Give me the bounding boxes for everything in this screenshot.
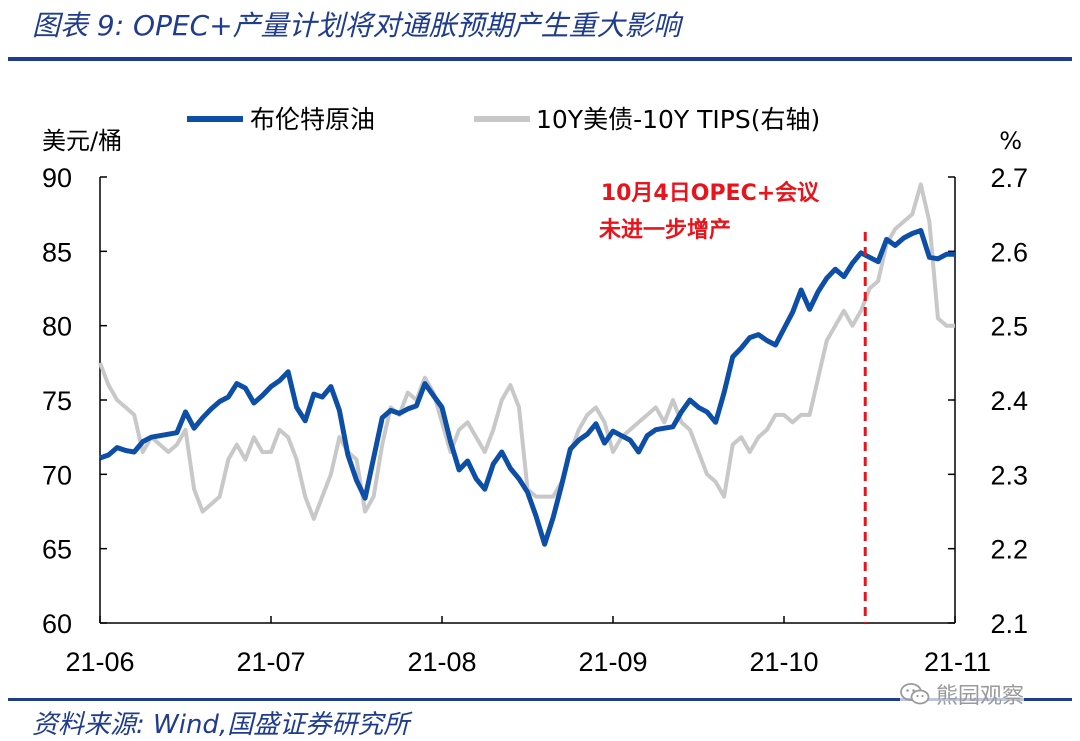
y-left-tick-label: 75 (42, 386, 72, 416)
x-tick-label: 21-09 (578, 647, 647, 677)
y-right-tick-label: 2.2 (990, 535, 1028, 565)
y-left-tick-label: 65 (42, 535, 72, 565)
series-lines (98, 182, 955, 547)
source-divider (8, 698, 1072, 701)
left-axis-unit: 美元/桶 (42, 127, 122, 155)
x-tick-label: 21-06 (65, 647, 134, 677)
x-tick-label: 21-07 (236, 647, 305, 677)
y-left-tick-label: 70 (42, 460, 72, 490)
x-tick-label: 21-10 (749, 647, 818, 677)
series-line-brent (99, 228, 955, 547)
wechat-icon (900, 683, 930, 705)
annotation-line-1: 10月4日OPEC+会议 (601, 180, 820, 206)
y-left-tick-label: 60 (42, 609, 72, 639)
axes (99, 176, 956, 624)
series-line-breakeven (98, 182, 955, 521)
watermark: 熊园观察 (900, 678, 1025, 710)
legend-label-brent: 布伦特原油 (250, 105, 375, 134)
y-right-tick-label: 2.5 (990, 312, 1028, 342)
source-note: 资料来源: Wind,国盛证券研究所 (32, 710, 410, 740)
y-right-tick-label: 2.4 (990, 386, 1028, 416)
y-right-tick-label: 2.7 (990, 163, 1028, 193)
annotation: 10月4日OPEC+会议 未进一步增产 (599, 180, 867, 623)
tick-labels: 21-06 21-07 21-08 21-09 21-10 21-11 90 85 80 75 70… (42, 163, 1028, 677)
x-tick-label: 21-08 (407, 647, 476, 677)
y-right-tick-label: 2.1 (990, 609, 1028, 639)
right-axis-unit: % (999, 127, 1022, 155)
page-title: 图表 9: OPEC+产量计划将对通胀预期产生重大影响 (32, 9, 681, 42)
x-tick-label: 21-11 (924, 647, 991, 677)
y-left-tick-label: 80 (42, 312, 72, 342)
y-left-tick-label: 85 (42, 237, 72, 267)
annotation-line-2: 未进一步增产 (599, 217, 731, 243)
title-divider (8, 57, 1072, 61)
watermark-text: 熊园观察 (936, 684, 1025, 709)
legend-label-breakeven: 10Y美债-10Y TIPS(右轴) (536, 105, 820, 134)
y-right-tick-label: 2.3 (990, 460, 1028, 490)
y-left-tick-label: 90 (42, 163, 72, 193)
legend: 布伦特原油 10Y美债-10Y TIPS(右轴) (187, 105, 820, 134)
y-right-tick-label: 2.6 (990, 237, 1028, 267)
